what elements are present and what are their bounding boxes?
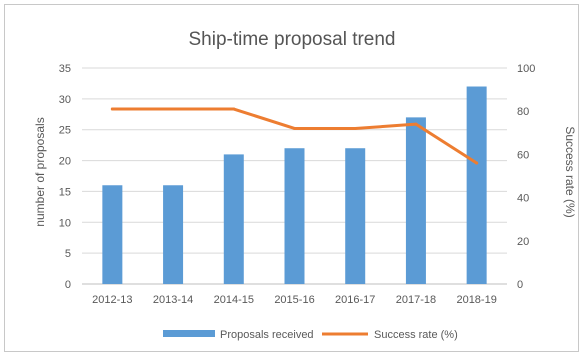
y-tick-label: 20 — [59, 156, 71, 168]
y-tick-label: 15 — [59, 186, 71, 198]
y2-tick-label: 0 — [517, 279, 523, 291]
y2-tick-label: 20 — [517, 236, 529, 248]
bar-proposals-received — [223, 154, 244, 284]
y2-tick-label: 40 — [517, 193, 529, 205]
line-series — [110, 107, 479, 165]
bar-proposals-received — [345, 148, 366, 284]
y-tick-label: 0 — [65, 279, 71, 291]
x-tick-label: 2013-14 — [153, 294, 193, 306]
x-tick-label: 2016-17 — [335, 294, 375, 306]
y-tick-label: 30 — [59, 94, 71, 106]
line-point-success-rate — [110, 107, 114, 111]
x-tick-label: 2017-18 — [396, 294, 436, 306]
y2-axis-title: Success rate (%) — [563, 126, 577, 217]
x-tick-label: 2015-16 — [274, 294, 314, 306]
right-axis-ticks: 0 20 40 60 80 100 — [517, 63, 535, 291]
line-point-success-rate — [414, 122, 418, 126]
y-tick-label: 35 — [59, 63, 71, 75]
y2-tick-label: 60 — [517, 149, 529, 161]
legend-label-success-rate: Success rate (%) — [374, 329, 458, 341]
bar-proposals-received — [102, 185, 123, 284]
left-axis-ticks: 0 5 10 15 20 25 30 35 — [59, 63, 71, 291]
y-tick-label: 5 — [65, 248, 71, 260]
line-point-success-rate — [232, 107, 236, 111]
line-point-success-rate — [171, 107, 175, 111]
line-point-success-rate — [475, 161, 479, 165]
x-tick-label: 2012-13 — [92, 294, 132, 306]
bar-series — [102, 86, 487, 284]
line-point-success-rate — [353, 126, 357, 130]
legend-swatch-proposals — [163, 330, 215, 337]
bar-proposals-received — [466, 86, 487, 284]
legend-label-proposals: Proposals received — [220, 329, 314, 341]
chart-title: Ship-time proposal trend — [189, 29, 396, 50]
bar-proposals-received — [163, 185, 184, 284]
y2-tick-label: 80 — [517, 106, 529, 118]
bar-proposals-received — [405, 117, 426, 284]
y-tick-label: 10 — [59, 217, 71, 229]
y-tick-label: 25 — [59, 125, 71, 137]
line-point-success-rate — [293, 126, 296, 130]
bar-proposals-received — [284, 148, 305, 284]
x-tick-label: 2018-19 — [456, 294, 496, 306]
x-tick-label: 2014-15 — [214, 294, 254, 306]
y2-tick-label: 100 — [517, 63, 535, 75]
x-axis-ticks: 2012-13 2013-14 2014-15 2015-16 2016-17 2017-… — [92, 294, 497, 306]
y-axis-title: number of proposals — [33, 117, 47, 226]
legend: Proposals received Success rate (%) — [163, 329, 458, 341]
